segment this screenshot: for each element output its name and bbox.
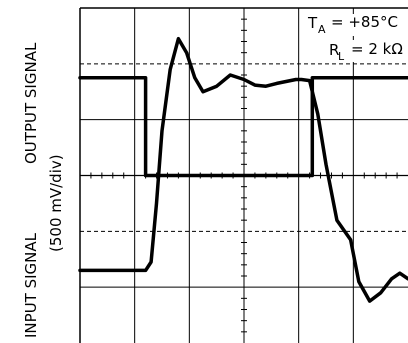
output-signal-trace (78, 36, 408, 303)
plot-traces (78, 36, 408, 303)
ta-annotation-bg (306, 14, 408, 36)
y-scale-label: (500 mV/div) (47, 154, 65, 252)
input-signal-label: INPUT SIGNAL (22, 232, 40, 338)
rl-value: = 2 kΩ (351, 40, 403, 58)
ta-label: T (307, 14, 318, 32)
ta-annotation: T A = +85°C (306, 13, 408, 36)
rl-subscript: L (338, 50, 345, 63)
rl-label: R (329, 41, 339, 59)
ta-subscript: A (318, 23, 326, 36)
ta-value: = +85°C (331, 13, 398, 31)
output-signal-label: OUTPUT SIGNAL (22, 42, 40, 164)
rl-annotation-bg (328, 40, 408, 62)
input-signal-trace (78, 76, 408, 178)
rl-annotation: R L = 2 kΩ (328, 40, 408, 63)
